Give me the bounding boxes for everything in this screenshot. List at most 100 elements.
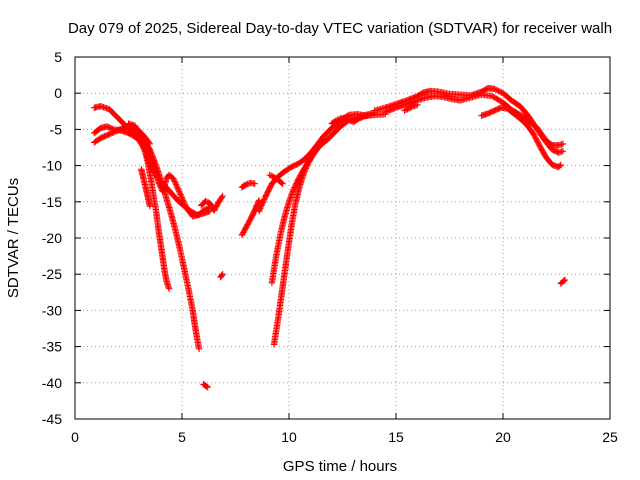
data-point [341,114,348,122]
data-point [173,182,180,190]
data-point [172,179,179,187]
series-p [328,111,374,127]
data-point [255,197,263,204]
data-point [219,192,226,200]
series-s [478,104,564,171]
data-point [342,115,350,122]
y-axis-ticks: 5 0 -5 -10 -15 -20 -25 -30 -35 -40 -45 [42,49,610,427]
data-point [257,205,264,212]
data-point [267,172,275,179]
data-point [302,166,309,174]
y-tick-label: -30 [42,302,62,318]
y-tick-label: -25 [42,266,62,282]
data-point [332,117,340,124]
y-tick-label: -10 [42,158,62,174]
data-point [255,208,263,215]
data-point [303,163,310,171]
data-point [559,140,567,148]
x-tick-label: 20 [495,429,511,445]
data-point [278,179,285,186]
series-u [557,276,569,287]
data-point [559,147,567,155]
data-point [492,86,500,93]
data-point [177,191,184,198]
data-point [203,198,211,205]
series-e [138,166,154,210]
data-point [202,197,209,205]
data-point [530,131,537,138]
data-point [334,116,341,124]
y-tick-label: -40 [42,375,62,391]
data-point [534,139,542,146]
x-tick-label: 0 [71,429,79,445]
data-point [414,101,421,108]
data-point [177,192,185,200]
data-point [303,162,311,169]
data-point [367,111,374,119]
x-axis-ticks: 0 5 10 15 20 25 [71,57,618,445]
data-point [251,180,258,187]
data-point [495,87,502,95]
chart-title: Day 079 of 2025, Sidereal Day-to-day VTE… [68,20,612,37]
data-point [316,141,324,149]
data-point [178,194,185,201]
data-point [218,194,226,201]
data-point [279,180,286,187]
data-point [258,202,265,209]
data-point [302,165,310,172]
data-point [317,140,325,148]
series-g [200,381,211,391]
data-point [494,87,501,94]
data-point [304,160,311,168]
series-d [125,120,173,292]
x-tick-label: 10 [281,429,297,445]
data-point [203,383,210,390]
data-point [175,187,182,194]
data-point [534,138,541,145]
plot-frame [74,56,611,420]
series-i [217,271,226,281]
data-point [266,171,273,179]
x-tick-label: 5 [178,429,186,445]
data-point [260,196,268,203]
data-point [174,185,182,192]
y-tick-label: -15 [42,194,62,210]
series-q [371,84,567,156]
data-points [91,84,569,391]
data-point [176,188,183,195]
data-point [560,277,568,284]
data-point [170,175,177,182]
series-t [401,101,421,114]
data-point [146,202,154,210]
data-point [405,105,413,112]
y-tick-label: -20 [42,230,62,246]
data-point [532,135,540,142]
data-point [529,129,537,137]
data-point [195,345,203,352]
y-tick-label: -5 [50,121,63,137]
series-j [238,197,263,239]
data-point [401,107,408,114]
data-point [556,162,563,170]
series-n [270,140,325,348]
data-point [261,194,269,202]
data-point [218,271,226,279]
series-o [266,171,286,187]
data-point [219,271,226,278]
series-f [142,139,203,352]
data-point [171,178,178,185]
data-point [172,181,180,188]
series-l [255,110,389,215]
data-point [259,200,266,208]
data-point [496,88,504,95]
data-point [408,103,415,111]
data-point [335,116,343,123]
y-axis-label: SDTVAR / TECUs [5,178,22,298]
data-point [170,176,178,184]
y-tick-label: -45 [42,411,62,427]
data-point [557,161,564,169]
data-point [533,136,540,144]
data-point [344,116,351,123]
series-k [238,179,258,191]
